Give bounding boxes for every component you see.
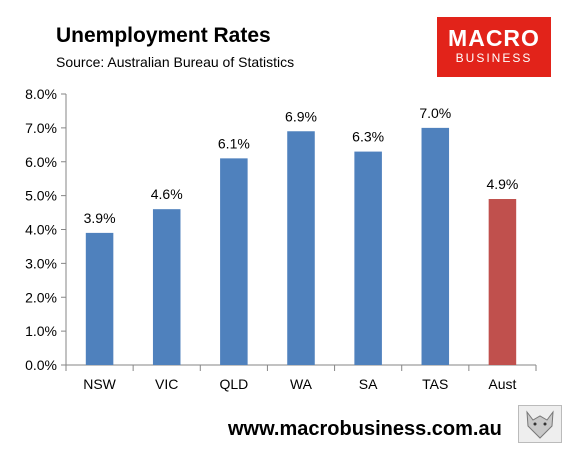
chart-title: Unemployment Rates xyxy=(56,24,271,47)
y-tick-label: 4.0% xyxy=(25,222,57,238)
x-tick-label-sa: SA xyxy=(359,376,378,392)
x-tick-label-aust: Aust xyxy=(488,376,516,392)
y-tick-label: 7.0% xyxy=(25,120,57,136)
bar-qld xyxy=(220,158,248,365)
bar-vic xyxy=(152,209,181,365)
website-url[interactable]: www.macrobusiness.com.au xyxy=(228,418,502,440)
x-tick-label-vic: VIC xyxy=(155,376,178,392)
x-tick-label-wa: WA xyxy=(290,376,313,392)
data-label-wa: 6.9% xyxy=(285,108,317,124)
data-label-sa: 6.3% xyxy=(352,129,384,145)
y-tick-label: 8.0% xyxy=(25,86,57,102)
bar-tas xyxy=(421,127,450,365)
y-tick-label: 3.0% xyxy=(25,255,57,271)
chart-subtitle: Source: Australian Bureau of Statistics xyxy=(56,54,295,70)
y-tick-label: 1.0% xyxy=(25,323,57,339)
y-tick-label: 5.0% xyxy=(25,188,57,204)
data-label-tas: 7.0% xyxy=(419,105,451,121)
logo-line-1: MACRO xyxy=(448,25,540,51)
x-tick-label-nsw: NSW xyxy=(83,376,116,392)
macrobusiness-logo: MACRO BUSINESS xyxy=(437,17,551,77)
y-tick-label: 0.0% xyxy=(25,357,57,373)
data-label-nsw: 3.9% xyxy=(84,210,116,226)
y-tick-label: 2.0% xyxy=(25,289,57,305)
logo-line-2: BUSINESS xyxy=(455,51,533,65)
y-tick-label: 6.0% xyxy=(25,154,57,170)
x-tick-label-qld: QLD xyxy=(219,376,248,392)
bar-aust xyxy=(488,199,517,365)
bar-wa xyxy=(287,131,315,365)
data-label-vic: 4.6% xyxy=(151,186,183,202)
bar-sa xyxy=(354,151,382,365)
bar-nsw xyxy=(85,232,114,365)
data-label-aust: 4.9% xyxy=(486,176,518,192)
data-label-qld: 6.1% xyxy=(218,135,250,151)
x-tick-label-tas: TAS xyxy=(422,376,448,392)
fox-mascot-icon xyxy=(518,405,562,443)
